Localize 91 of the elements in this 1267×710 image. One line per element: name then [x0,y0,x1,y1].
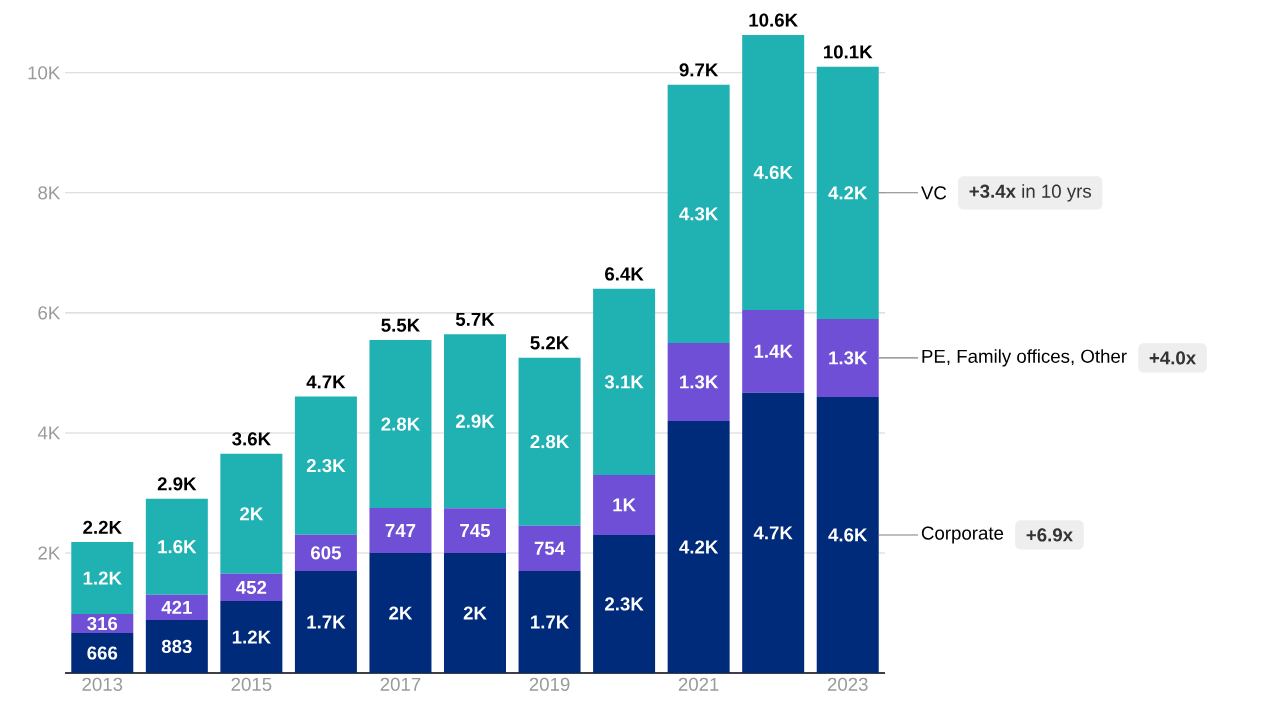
data-label: 1.7K [307,615,346,629]
data-label: 2.8K [530,435,570,449]
x-tick-label: 2019 [529,677,570,691]
bar [71,633,134,673]
total-label: 10.1K [824,45,873,59]
data-label: 666 [87,646,118,660]
y-tick-label: 10K [28,66,61,80]
data-label: 4.6K [753,165,793,180]
data-label: 745 [460,524,491,538]
bar [816,66,879,319]
y-tick-label: 2K [38,546,61,560]
bar [369,552,432,673]
bar [593,288,656,475]
bar [816,396,879,673]
data-label: 2.9K [455,414,495,428]
data-label: 452 [236,580,267,595]
bar [593,534,656,673]
total-label: 3.6K [232,432,271,446]
text: +6.9x [1026,528,1073,542]
total-label: 5.5K [381,318,421,332]
bar [220,453,283,574]
bar [71,542,134,615]
bar [742,392,805,673]
data-label: 4.3K [679,207,719,221]
bar [444,508,507,553]
data-label: 2K [240,507,264,521]
data-label: 316 [87,616,118,631]
text: VC [921,186,947,200]
data-label: 4.7K [753,526,793,540]
total-label: 9.7K [679,63,719,77]
x-tick-label: 2013 [82,677,123,691]
y-tick-label: 8K [38,186,61,200]
total-label: 5.2K [530,336,570,350]
bar [220,600,283,673]
bar [667,420,730,673]
bar [742,34,805,310]
text: +4.0x [1149,351,1197,365]
data-label: 3.1K [604,375,644,389]
data-label: 747 [385,524,416,537]
data-label: 2.8K [381,417,421,431]
bar [667,342,730,421]
data-label: 1.4K [754,344,793,358]
bar [518,570,581,673]
total-label: 10.6K [749,13,798,27]
data-label: 4.2K [828,186,868,200]
x-tick-label: 2021 [678,677,719,691]
bar [444,334,507,509]
data-label: 4.6K [828,528,868,542]
bar [145,498,208,595]
total-label: 2.2K [83,520,122,534]
bar [294,534,357,571]
bar [518,357,581,526]
bar [294,570,357,673]
data-label: 2K [389,606,413,620]
bar [742,309,805,393]
data-label: 2K [463,606,487,620]
data-label: 1.2K [232,630,271,644]
bar [816,318,879,397]
total-label: 4.7K [306,375,346,389]
data-label: 1.3K [829,351,868,365]
bar [667,84,730,343]
total-label: 6.4K [605,267,644,281]
text: +3.4x in 10 yrs [969,184,1092,202]
bar [593,474,656,535]
data-label: 605 [311,546,341,560]
bar [294,396,357,535]
data-label: 2.3K [605,597,644,611]
data-label: 1K [613,498,636,512]
total-label: 2.9K [157,477,197,491]
bar [444,552,507,673]
bar [145,619,208,673]
data-label: 1.3K [680,375,719,389]
bar [518,525,581,571]
bar [369,340,432,509]
x-tick-label: 2023 [827,677,868,691]
text: PE, Family offices, Other [922,349,1127,367]
total-label: 5.7K [455,312,495,326]
data-label: 2.3K [306,458,346,473]
data-label: 421 [161,600,192,614]
bar [369,508,432,553]
y-tick-label: 6K [38,306,61,320]
x-tick-label: 2015 [231,677,272,691]
data-label: 1.7K [531,615,570,629]
text: Corporate [921,526,1004,544]
data-label: 883 [161,639,192,654]
data-label: 1.6K [158,540,197,554]
data-label: 1.2K [83,571,122,585]
y-tick-label: 4K [37,426,61,440]
data-label: 754 [534,541,566,555]
x-tick-label: 2017 [380,677,421,691]
data-label: 4.2K [679,540,719,554]
